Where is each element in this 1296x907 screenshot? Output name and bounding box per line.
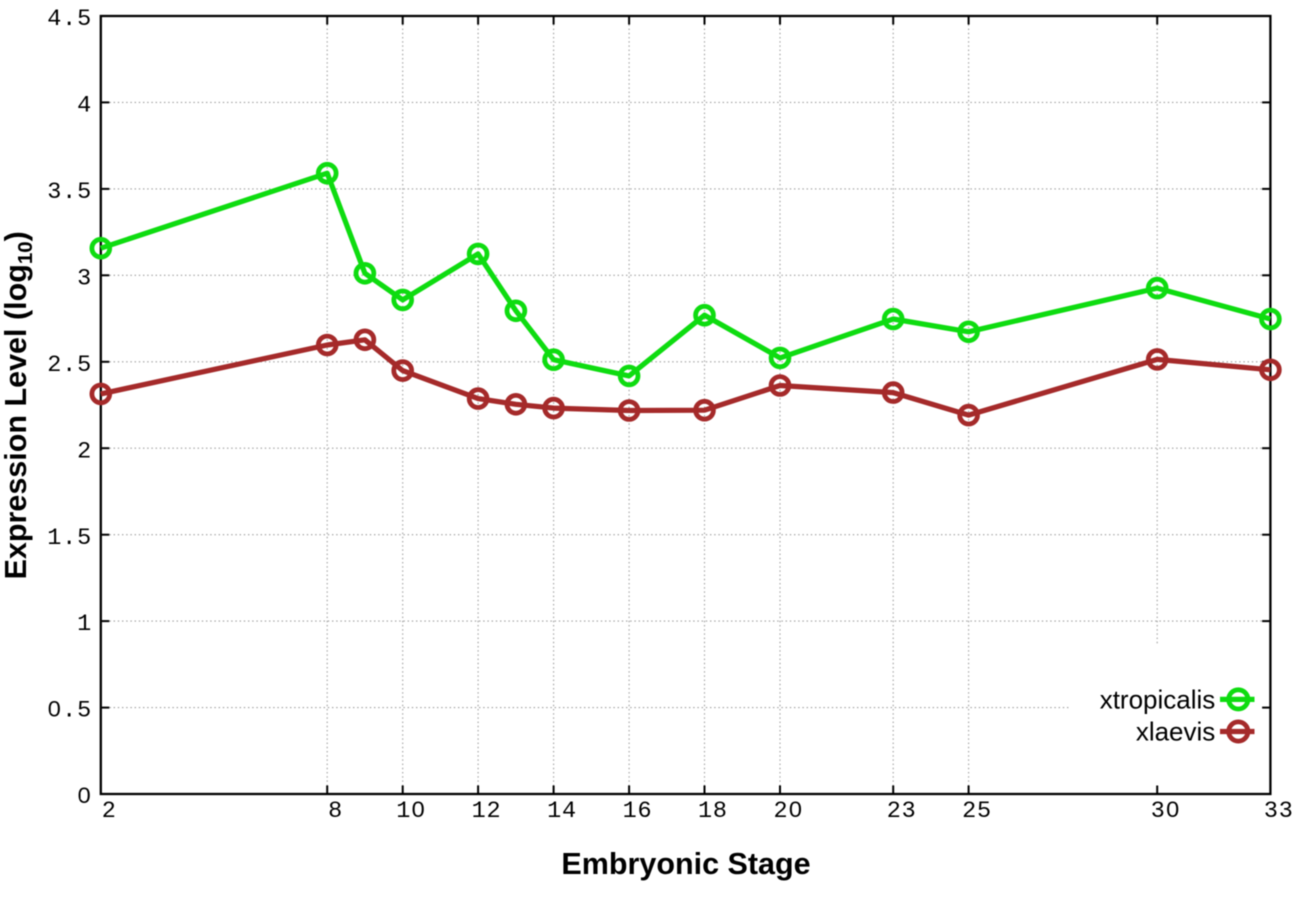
svg-text:23: 23 xyxy=(887,798,917,825)
svg-text:8: 8 xyxy=(328,798,343,825)
svg-text:30: 30 xyxy=(1151,798,1181,825)
svg-text:1: 1 xyxy=(77,611,92,638)
svg-text:16: 16 xyxy=(623,798,653,825)
svg-text:10: 10 xyxy=(396,798,426,825)
svg-text:1.5: 1.5 xyxy=(47,525,92,552)
svg-text:Embryonic Stage: Embryonic Stage xyxy=(561,847,810,881)
svg-text:20: 20 xyxy=(773,798,803,825)
svg-text:4.5: 4.5 xyxy=(47,6,92,33)
svg-text:12: 12 xyxy=(472,798,502,825)
svg-text:2.5: 2.5 xyxy=(47,352,92,379)
svg-text:xtropicalis: xtropicalis xyxy=(1100,685,1216,715)
svg-text:2: 2 xyxy=(102,798,117,825)
svg-text:Expression Level (log10): Expression Level (log10) xyxy=(0,231,37,579)
svg-text:33: 33 xyxy=(1264,798,1294,825)
svg-text:2: 2 xyxy=(77,438,92,465)
svg-text:14: 14 xyxy=(547,798,577,825)
svg-text:xlaevis: xlaevis xyxy=(1136,717,1215,747)
svg-text:3.5: 3.5 xyxy=(47,179,92,206)
svg-text:25: 25 xyxy=(962,798,992,825)
svg-text:18: 18 xyxy=(698,798,728,825)
svg-text:3: 3 xyxy=(77,265,92,292)
svg-text:4: 4 xyxy=(77,93,92,120)
